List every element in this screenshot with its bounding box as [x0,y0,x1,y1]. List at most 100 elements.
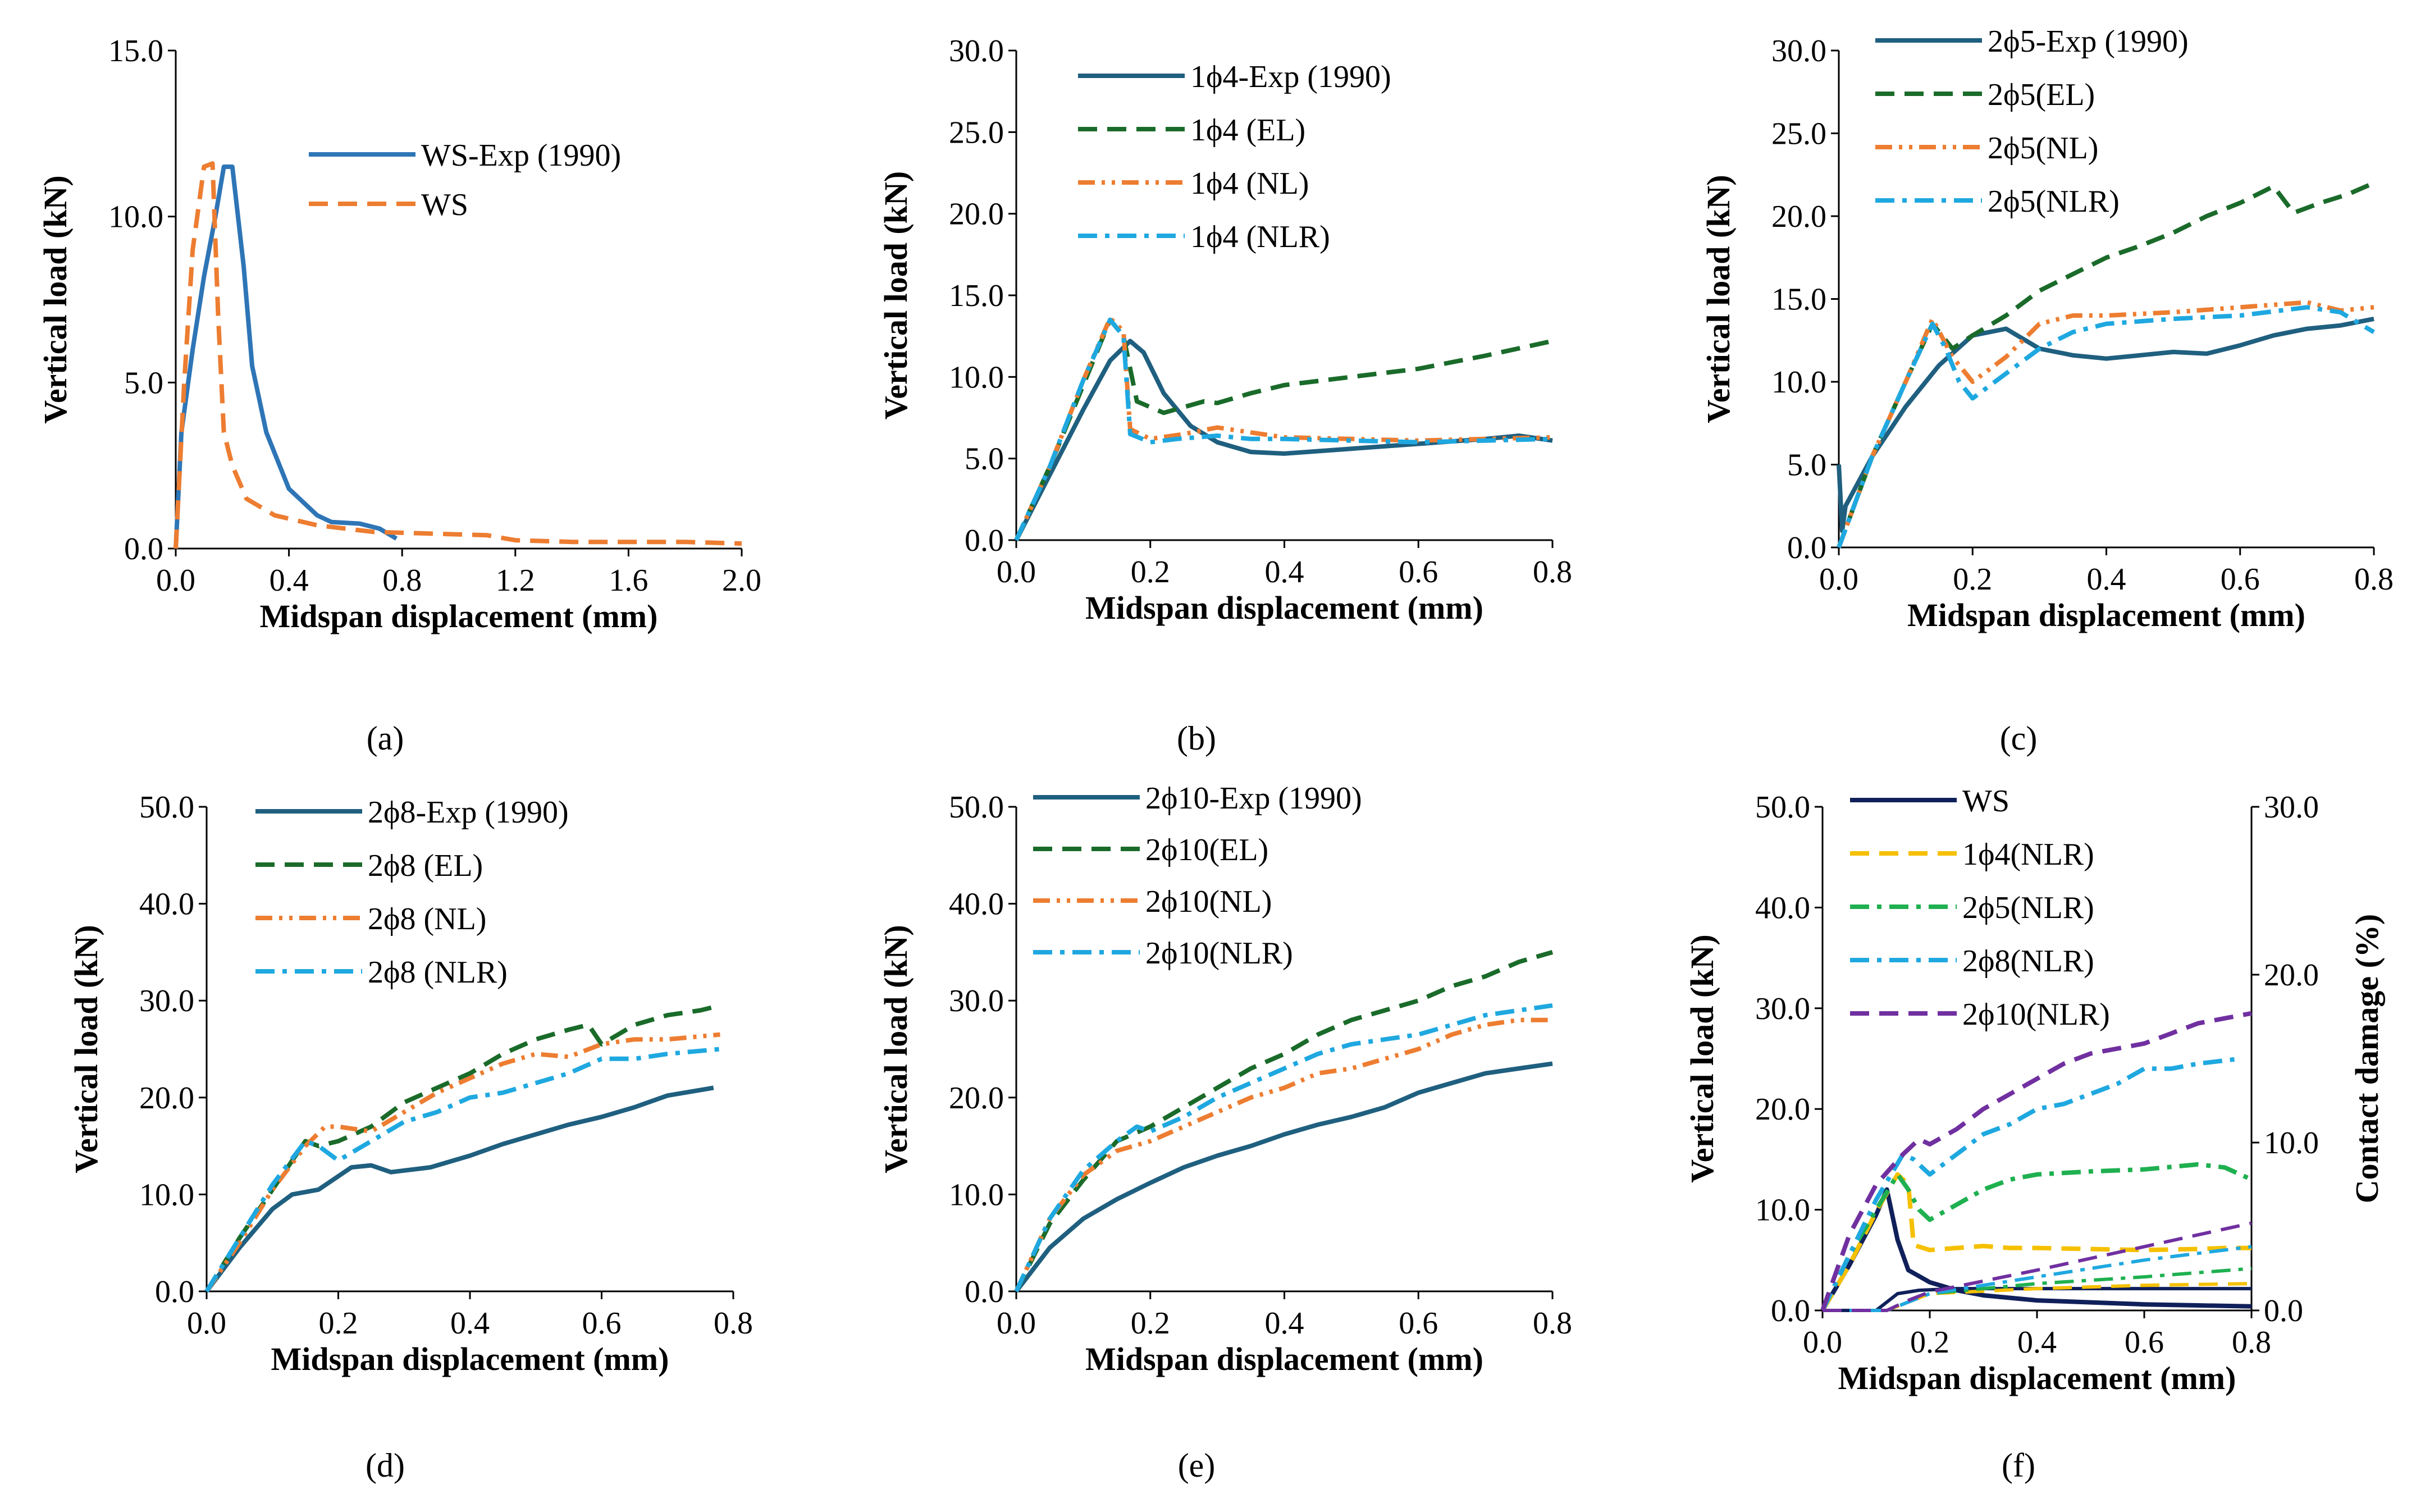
legend-label: 2ϕ5(NLR) [1962,890,2094,925]
y-tick-label: 20.0 [1755,1092,1810,1127]
y-tick-label: 0.0 [1771,1294,1810,1328]
legend-label: 2ϕ5(EL) [1988,77,2095,112]
x-tick-label: 0.4 [1265,1306,1304,1341]
y-tick-label: 20.0 [1771,199,1826,234]
y-tick-label: 15.0 [1771,282,1826,317]
x-tick-label: 0.4 [2087,562,2126,597]
y-tick-label: 20.0 [139,1081,194,1116]
x-tick-label: 0.8 [714,1306,753,1341]
y-right-tick-label: 30.0 [2264,790,2319,825]
y-axis-title: Vertical load (kN) [68,925,104,1173]
series-line-1-4-el- [1014,317,1553,541]
legend-label: 2ϕ10(NLR) [1145,936,1293,971]
y-tick-label: 20.0 [949,1081,1004,1116]
series-line-ws [173,161,742,549]
legend-label: 1ϕ4-Exp (1990) [1190,60,1391,94]
panel-b-label: (b) [1177,720,1216,757]
series-line-2-5-nlr- [1837,305,2376,549]
panel-c-label: (c) [2000,720,2038,757]
legend-label: 2ϕ10-Exp (1990) [1145,781,1362,816]
y-tick-label: 40.0 [139,887,194,922]
y-right-tick-label: 10.0 [2264,1126,2319,1161]
x-tick-label: 0.2 [1131,555,1170,590]
y-tick-label: 25.0 [949,115,1004,150]
series-line-2-10-nlr- [1014,1003,1553,1292]
y-tick-label: 5.0 [965,442,1004,477]
legend-label: WS [1962,784,2009,819]
x-tick-label: 0.2 [1953,562,1992,597]
y-tick-label: 0.0 [965,1275,1004,1309]
x-tick-label: 0.6 [2125,1325,2164,1360]
chart-panel-e: 0.0 0.2 0.4 0.6 0.8 0.0 10.0 20.0 30.0 40.0 50.0 Mi… [878,781,1572,1377]
series-line-2-8-nlr- [204,1047,720,1293]
series-line-ws [1820,1187,2252,1312]
x-tick-label: 0.2 [1131,1306,1170,1341]
x-axis-title: Midspan displacement (mm) [1838,1360,2236,1396]
x-tick-label: 0.6 [1399,555,1438,590]
series-line-1-4-nlr- [1014,317,1553,541]
x-tick-label: 0.0 [1819,562,1858,597]
y-right-tick-label: 20.0 [2264,958,2319,993]
legend-label: WS [421,188,468,222]
y-tick-label: 50.0 [1755,790,1810,825]
x-tick-label: 0.6 [1399,1306,1438,1341]
x-tick-label: 0.2 [319,1306,358,1341]
y-tick-label: 30.0 [1755,992,1810,1026]
legend-label: 2ϕ10(EL) [1145,833,1268,867]
x-tick-label: 0.0 [187,1306,226,1341]
x-tick-label: 0.4 [1265,555,1304,590]
x-tick-label: 0.0 [997,555,1036,590]
y-tick-label: 10.0 [1771,365,1826,400]
legend-label: 1ϕ4(NLR) [1962,837,2094,872]
chart-panel-f: 0.0 0.2 0.4 0.6 0.80.010.020.030.040.050.00.… [1684,784,2385,1396]
y-axis-title: Vertical load (kN) [1700,175,1737,423]
series-line-2-8-exp-1990- [204,1085,714,1293]
x-axis-title: Midspan displacement (mm) [1907,597,2305,633]
x-tick-label: 0.6 [2221,562,2260,597]
x-tick-label: 0.4 [270,563,309,598]
panel-f-label-group: (f) [2002,1447,2035,1484]
x-tick-label: 0.8 [2232,1325,2271,1360]
x-tick-label: 0.6 [582,1306,622,1341]
y-tick-label: 30.0 [949,34,1004,68]
panel-a-label-group: (a) [367,720,404,757]
y-tick-label: 15.0 [108,34,163,68]
panel-d-label: (d) [366,1447,405,1484]
series-line-2-10-damage [1823,1221,2252,1312]
series-line-ws-exp-1990- [173,165,398,549]
panel-a-label: (a) [367,720,404,757]
x-tick-label: 0.0 [156,563,195,598]
panel-d-label-group: (d) [366,1447,405,1484]
y-right-tick-label: 0.0 [2264,1294,2303,1328]
y-tick-label: 30.0 [949,984,1004,1018]
panel-e-label: (e) [1178,1447,1216,1484]
y-tick-label: 40.0 [1755,890,1810,925]
legend-label: 2ϕ8 (EL) [368,848,483,883]
panel-e-label-group: (e) [1178,1447,1216,1484]
y-tick-label: 10.0 [949,360,1004,395]
y-tick-label: 5.0 [1787,448,1826,483]
legend-label: 2ϕ5-Exp (1990) [1988,24,2189,59]
x-tick-label: 2.0 [722,563,761,598]
x-tick-label: 0.4 [2017,1325,2057,1360]
series-line-2-10-exp-1990- [1014,1061,1553,1293]
series-line-2-10-el- [1014,950,1554,1292]
chart-panel-a: 0.0 0.4 0.8 1.2 1.6 2.0 0.0 5.0 10.0 15.0 Midspan … [37,34,761,634]
x-tick-label: 0.8 [2354,562,2394,597]
y-tick-label: 25.0 [1771,117,1826,152]
legend-label: 2ϕ5(NLR) [1988,184,2120,219]
legend-label: 2ϕ8(NLR) [1962,944,2094,979]
series-line-2-8-nlr- [1820,1056,2241,1312]
y-tick-label: 10.0 [139,1177,194,1212]
x-tick-label: 0.0 [997,1306,1036,1341]
y-tick-label: 15.0 [949,278,1004,313]
chart-panel-d: 0.0 0.2 0.4 0.6 0.8 0.0 10.0 20.0 30.0 40.0 50.0 Mi… [68,790,753,1377]
y-tick-label: 10.0 [949,1177,1004,1212]
x-tick-label: 1.6 [609,563,648,598]
legend-label: 2ϕ10(NLR) [1962,997,2110,1032]
x-tick-label: 1.2 [496,563,535,598]
legend-label: 2ϕ8 (NLR) [368,955,508,990]
series-line-2-5-nlr- [1820,1162,2253,1312]
x-axis-title: Midspan displacement (mm) [260,598,658,634]
